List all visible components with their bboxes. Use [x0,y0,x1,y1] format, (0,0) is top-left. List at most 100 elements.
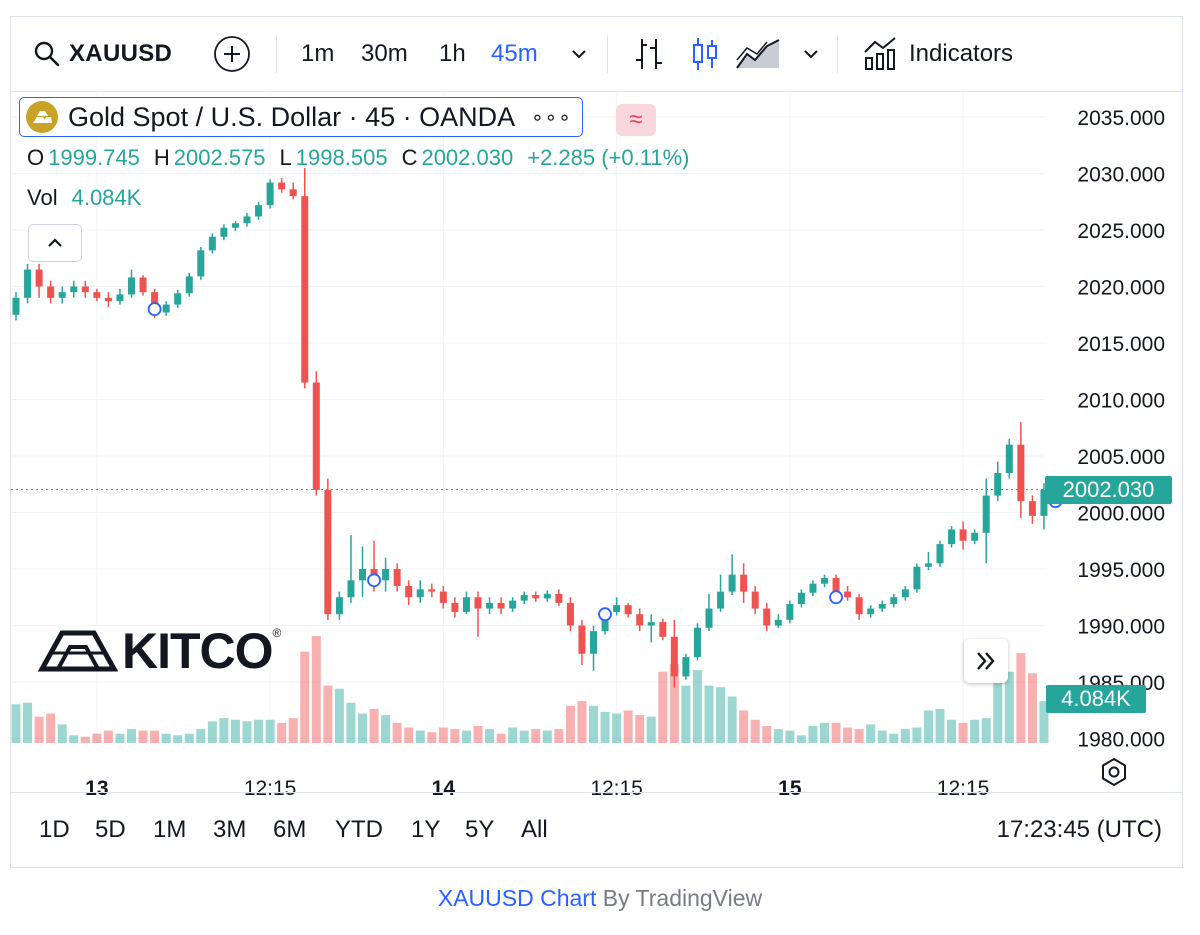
candle-style-button[interactable] [689,17,721,91]
candle-body [994,472,1002,496]
range-all[interactable]: All [521,816,548,843]
double-chevron-right-icon [977,652,995,670]
volume-bar [589,705,598,743]
chevron-down-icon [804,50,818,59]
volume-bar [808,725,818,743]
candle-body [104,297,112,302]
range-1m[interactable]: 1M [153,816,187,843]
volume-bar [184,733,194,743]
chart-settings-button[interactable] [1099,757,1129,792]
candle-body [335,597,343,615]
price-tick-label: 2000.000 [1077,503,1165,526]
candle-body [590,631,597,654]
collapse-legend-button[interactable] [28,224,82,262]
volume-bar [762,725,772,743]
candle-body [35,269,43,287]
volume-bar [1027,673,1037,743]
candle-style-icon [693,38,717,70]
volume-bar [554,729,564,743]
symbol-search[interactable]: XAUUSD [33,17,172,91]
price-tick-label: 2010.000 [1077,390,1165,413]
volume-bar [1016,653,1026,743]
volume-bar [704,685,714,743]
volume-bar [681,685,691,743]
area-style-button[interactable] [735,17,781,91]
candle-body [12,297,20,315]
range-1y[interactable]: 1Y [411,816,441,843]
price-tick-label: 2015.000 [1077,333,1165,356]
range-5y[interactable]: 5Y [465,816,495,843]
candle-body [278,182,286,190]
range-5d[interactable]: 5D [95,816,126,843]
chart-link[interactable]: XAUUSD Chart [437,885,597,911]
candle-body [393,569,401,586]
interval-1h[interactable]: 1h [439,40,466,67]
candle-body [636,614,644,626]
volume-bar [311,636,321,743]
volume-bar [161,733,171,743]
last-volume-label: 4.084K [1046,685,1146,713]
candle-body [659,622,667,637]
candle-body [578,625,586,654]
volume-bar [542,730,552,743]
volume-bar [970,719,980,743]
scroll-to-realtime-button[interactable] [964,639,1008,683]
range-6m[interactable]: 6M [273,816,307,843]
candle-body [185,276,193,294]
wave-icon[interactable]: ≈ [616,104,656,136]
legend-title: Gold Spot / U.S. Dollar · 45 · OANDA [68,101,516,132]
candle-body [740,574,748,592]
candle-body [301,196,309,383]
candle-body [1028,501,1036,516]
price-tick-label: 2020.000 [1077,277,1165,300]
price-tick-label: 2035.000 [1077,107,1165,130]
add-symbol-icon [214,36,250,72]
range-1d[interactable]: 1D [39,816,70,843]
bottom-toolbar: 1D 5D 1M 3M 6M YTD 1Y 5Y All 17:23:45 (U… [11,792,1182,867]
candle-body [289,189,297,197]
interval-45m[interactable]: 45m [491,40,538,67]
symbol-legend[interactable]: Gold Spot / U.S. Dollar · 45 · OANDA ∘∘∘ [19,97,583,137]
volume-bar [277,722,287,743]
candle-body [1005,444,1013,473]
price-axis: 2035.000 2030.000 2025.000 2020.000 2015.000… [1077,107,1165,752]
clock-utc[interactable]: 17:23:45 (UTC) [996,816,1162,843]
candle-body [855,597,863,615]
volume-bar [727,696,737,743]
range-ytd[interactable]: YTD [335,816,383,843]
interval-1m[interactable]: 1m [301,40,335,67]
candle-body [416,589,424,598]
bar-style-button[interactable] [633,17,665,91]
candle-body [717,591,725,609]
candle-body [439,591,447,603]
price-chart[interactable]: 2035.000 2030.000 2025.000 2020.000 2015.000… [11,91,1182,797]
toolbar-divider [276,35,277,73]
volume-bar [219,718,229,743]
candle-body [601,611,609,632]
interval-dropdown[interactable] [569,17,589,91]
volume-bar [692,670,702,743]
volume-bar [207,721,217,743]
candle-body [613,605,621,612]
candle-body [878,604,886,609]
chart-style-dropdown[interactable] [801,17,821,91]
range-3m[interactable]: 3M [213,816,247,843]
more-icon[interactable]: ∘∘∘ [531,106,572,129]
low-value: 1998.505 [295,145,388,170]
candle-body [520,594,528,601]
add-symbol-button[interactable] [213,17,251,91]
interval-30m[interactable]: 30m [361,40,408,67]
high-key: H [153,145,170,170]
volume-bar [11,704,21,743]
candle-body [174,293,182,305]
indicators-button[interactable]: Indicators [863,17,1013,91]
volume-bar [565,705,575,743]
volume-bar [877,730,887,743]
volume-bar [854,729,864,743]
volume-bar [993,671,1003,743]
volume-bar [658,671,668,743]
candle-body [382,569,390,581]
volume-bar [843,727,853,743]
volume-bar [196,729,206,743]
candle-body [532,594,540,599]
